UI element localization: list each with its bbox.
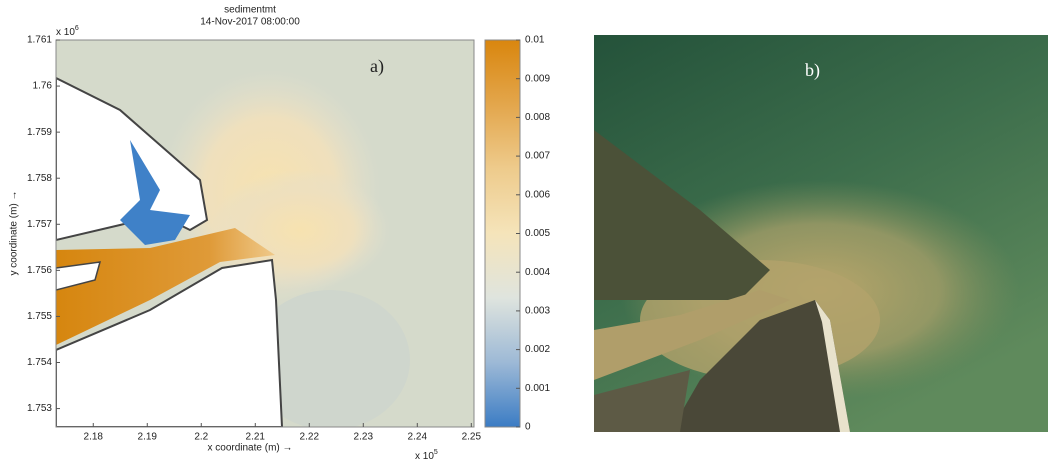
figure: sedimentmt 14-Nov-2017 08:00:00 a) x coo… [0, 0, 1050, 464]
x-tick-label: 2.19 [138, 432, 158, 443]
y-exponent: x 106 [56, 25, 79, 38]
colorbar-tick-label: 0.005 [525, 228, 550, 239]
panel-label: b) [805, 60, 820, 81]
y-axis-label: y coordinate (m) → [9, 190, 20, 275]
x-tick-label: 2.25 [462, 432, 482, 443]
y-tick-label: 1.757 [27, 219, 52, 230]
y-tick-label: 1.761 [27, 35, 52, 46]
colorbar-tick-label: 0.001 [525, 383, 550, 394]
chart-subtitle: 14-Nov-2017 08:00:00 [200, 17, 300, 28]
x-tick-label: 2.18 [84, 432, 104, 443]
y-tick-label: 1.759 [27, 127, 52, 138]
colorbar-tick-label: 0.004 [525, 267, 550, 278]
colorbar-tick-label: 0.008 [525, 112, 550, 123]
colorbar-tick-label: 0.002 [525, 344, 550, 355]
y-tick-label: 1.754 [27, 357, 52, 368]
x-tick-label: 2.21 [246, 432, 266, 443]
colorbar-tick-label: 0.003 [525, 306, 550, 317]
x-tick-label: 2.2 [194, 432, 208, 443]
x-tick-label: 2.22 [300, 432, 320, 443]
x-exponent: x 105 [415, 449, 438, 462]
colorbar-tick-label: 0.007 [525, 151, 550, 162]
colorbar [485, 40, 520, 427]
colorbar-tick-label: 0.01 [525, 35, 545, 46]
chart-title: sedimentmt [224, 5, 276, 16]
colorbar-tick-label: 0.009 [525, 73, 550, 84]
y-tick-label: 1.758 [27, 173, 52, 184]
y-tick-label: 1.755 [27, 311, 52, 322]
y-tick-label: 1.753 [27, 403, 52, 414]
model-map [56, 40, 474, 430]
x-tick-label: 2.23 [354, 432, 374, 443]
panel-label: a) [370, 56, 384, 77]
colorbar-tick-label: 0 [525, 422, 531, 433]
y-tick-label: 1.756 [27, 265, 52, 276]
y-tick-label: 1.76 [33, 81, 53, 92]
x-axis-label: x coordinate (m) → [207, 443, 292, 454]
satellite-image [594, 35, 1048, 432]
colorbar-tick-label: 0.006 [525, 189, 550, 200]
x-tick-label: 2.24 [408, 432, 428, 443]
